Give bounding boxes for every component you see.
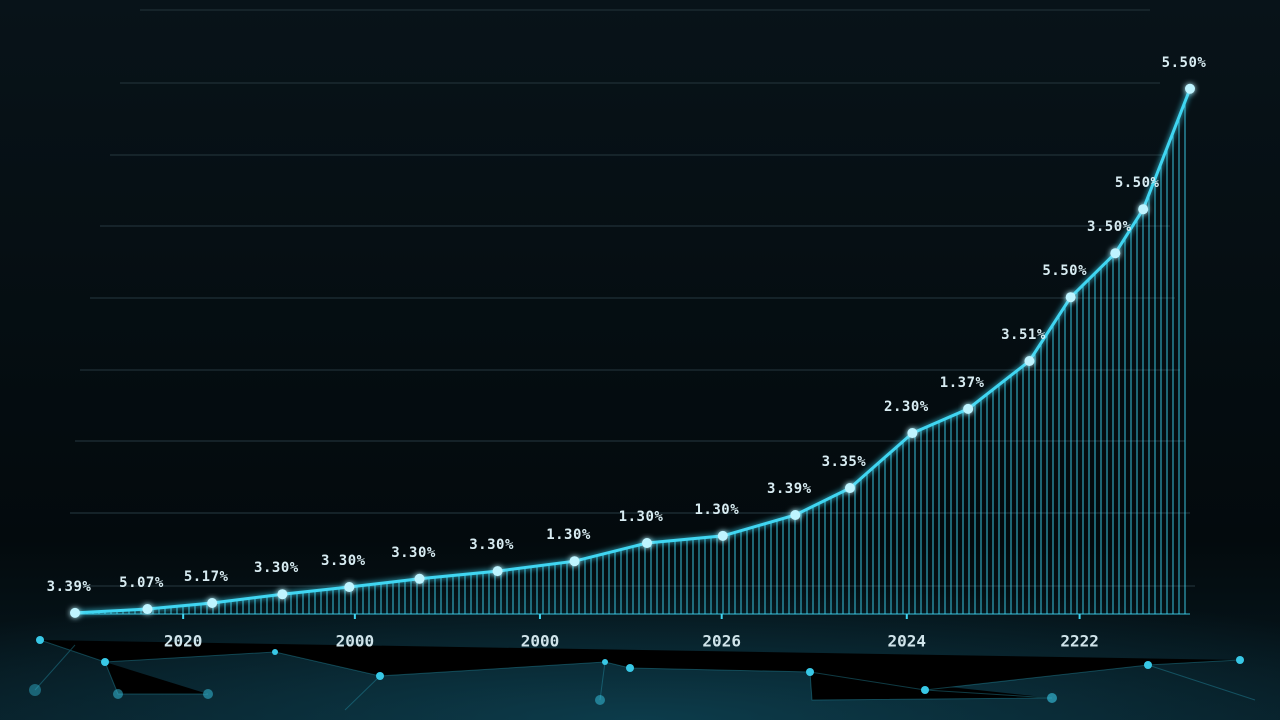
point-label: 3.30% [321,553,366,569]
x-tick-label: 2020 [164,632,203,651]
x-tick-label: 2222 [1060,632,1099,651]
point-label: 3.39% [47,579,92,595]
point [414,573,425,584]
point [207,598,218,608]
point-label: 1.30% [694,502,739,518]
point [907,428,918,439]
point [844,483,855,494]
node [1236,656,1244,664]
node [272,649,278,655]
point [70,607,80,618]
point [717,530,728,541]
floor-glow [0,520,1280,720]
node [602,659,608,665]
point [344,582,355,593]
point-label: 2.30% [884,399,929,415]
point [1024,356,1035,366]
node [921,686,929,694]
point-label: 1.30% [619,509,664,525]
point-label: 5.50% [1115,175,1160,191]
point-label: 5.07% [119,575,164,591]
node [806,668,814,676]
point-label: 1.37% [940,375,985,391]
point [1065,292,1076,303]
point [1185,83,1195,94]
point-label: 5.17% [184,569,229,585]
node [203,689,213,699]
point-label: 3.51% [1001,327,1046,343]
point [790,510,801,520]
network [29,636,1256,711]
point-label: 3.39% [767,481,812,497]
node [376,672,384,680]
node [1047,693,1057,703]
point [569,556,580,567]
point-label: 5.50% [1042,263,1087,279]
point [641,538,652,549]
node [113,689,123,699]
point [277,589,288,600]
point-label: 3.50% [1087,219,1132,235]
point-label: 3.30% [469,537,514,553]
x-tick-label: 2026 [702,632,741,651]
point [142,604,153,615]
point-label: 1.30% [546,527,591,543]
node [29,684,41,696]
x-tick-label: 2024 [888,632,927,651]
point [492,566,503,577]
point-label: 3.30% [391,545,436,561]
area-stripes [74,101,1186,614]
node [36,636,44,644]
point [1110,248,1121,259]
x-tick-label: 2000 [336,632,375,651]
grid [65,9,1195,587]
point-label: 3.30% [254,560,299,576]
point-label: 5.50% [1162,55,1207,71]
node [595,695,605,705]
node [101,658,109,666]
point [963,403,974,414]
node [626,664,634,672]
point-label: 3.35% [822,454,867,470]
plot: 2020 2000 2000 2026 2024 2222 3.39% 5.07% 5.17% 3… [47,55,1207,651]
point [1138,204,1149,215]
x-tick-label: 2000 [521,632,560,651]
node [1144,661,1152,669]
